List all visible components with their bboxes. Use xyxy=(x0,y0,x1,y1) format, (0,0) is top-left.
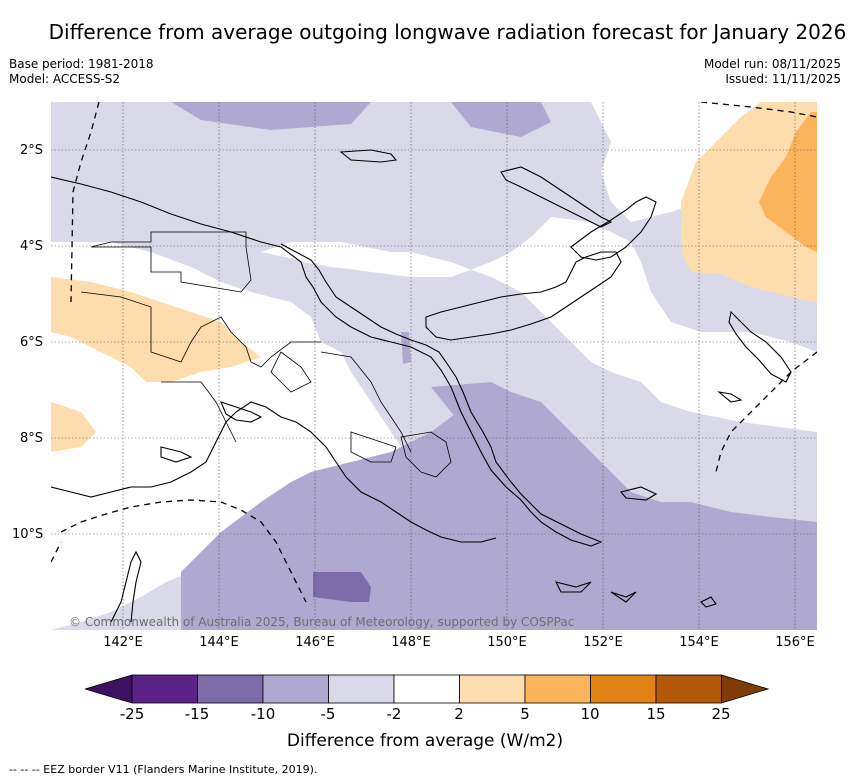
colorbar-tick-9: 25 xyxy=(711,705,731,723)
lat-label-4s: 4°S xyxy=(20,239,44,254)
neutral-region-north xyxy=(261,242,421,272)
anomaly-patch-small xyxy=(401,332,411,364)
lon-label-142e: 142°E xyxy=(103,635,143,650)
colorbar-swatch-2 xyxy=(197,674,264,704)
lat-label-10s: 10°S xyxy=(12,527,44,542)
lon-label-150e: 150°E xyxy=(487,635,527,650)
chart-title: Difference from average outgoing longwav… xyxy=(48,20,847,44)
eez-borders xyxy=(51,102,817,603)
map-canvas: © Commonwealth of Australia 2025, Bureau… xyxy=(51,102,817,630)
lon-label-152e: 152°E xyxy=(583,635,623,650)
colorbar-swatch-7 xyxy=(524,674,591,704)
map-panel: © Commonwealth of Australia 2025, Bureau… xyxy=(51,102,817,630)
colorbar-tick-3: -5 xyxy=(320,705,336,723)
graticule xyxy=(51,102,817,630)
positive-region-sw xyxy=(51,402,96,452)
anomaly-band-central xyxy=(431,382,561,502)
eez-footnote: -- -- -- EEZ border V11 (Flanders Marine… xyxy=(9,763,318,776)
colorbar-tick-0: -25 xyxy=(119,705,145,723)
colorbar-tick-4: -2 xyxy=(386,705,402,723)
lon-label-144e: 144°E xyxy=(199,635,239,650)
lat-label-8s: 8°S xyxy=(20,431,44,446)
meta-left: Base period: 1981-2018 Model: ACCESS-S2 xyxy=(9,57,154,87)
colorbar-tick-7: 10 xyxy=(580,705,600,723)
lon-label-146e: 146°E xyxy=(295,635,335,650)
colorbar-swatch-5 xyxy=(393,674,460,704)
base-period: Base period: 1981-2018 xyxy=(9,57,154,71)
colorbar-swatch-8 xyxy=(590,674,657,704)
anomaly-band-top2 xyxy=(171,102,371,130)
colorbar-swatch-9 xyxy=(655,674,722,704)
province-borders xyxy=(80,231,452,478)
colorbar-title: Difference from average (W/m2) xyxy=(286,731,564,751)
colorbar-tick-2: -10 xyxy=(250,705,276,723)
colorbar-tick-6: 5 xyxy=(520,705,530,723)
lon-label-154e: 154°E xyxy=(679,635,719,650)
colorbar-swatch-4 xyxy=(328,674,395,704)
neutral-region-central xyxy=(301,217,817,432)
lat-label-6s: 6°S xyxy=(20,335,44,350)
lon-label-148e: 148°E xyxy=(391,635,431,650)
issued-date: Issued: 11/11/2025 xyxy=(725,72,841,86)
colorbar-swatch-1 xyxy=(131,674,198,704)
anomaly-band-south xyxy=(181,392,817,630)
colorbar-tick-1: -15 xyxy=(184,705,210,723)
positive-region-west xyxy=(51,277,261,382)
meta-right: Model run: 08/11/2025 Issued: 11/11/2025 xyxy=(704,57,841,87)
colorbar-swatch-10 xyxy=(721,674,769,704)
anomaly-patch-strong xyxy=(313,572,371,602)
positive-core-ne xyxy=(759,112,817,252)
colorbar-tick-5: 2 xyxy=(454,705,464,723)
copyright-text: © Commonwealth of Australia 2025, Bureau… xyxy=(69,615,574,629)
lat-label-2s: 2°S xyxy=(20,143,44,158)
colorbar-swatch-0 xyxy=(85,674,133,704)
anomaly-band-top xyxy=(151,102,551,137)
coastlines xyxy=(51,149,792,623)
colorbar xyxy=(85,674,769,704)
lon-label-156e: 156°E xyxy=(775,635,815,650)
model-run: Model run: 08/11/2025 xyxy=(703,57,841,71)
positive-region-ne xyxy=(681,102,817,302)
colorbar-tick-8: 15 xyxy=(646,705,666,723)
colorbar-swatch-6 xyxy=(459,674,526,704)
model-name: Model: ACCESS-S2 xyxy=(9,72,121,86)
colorbar-swatch-3 xyxy=(262,674,329,704)
